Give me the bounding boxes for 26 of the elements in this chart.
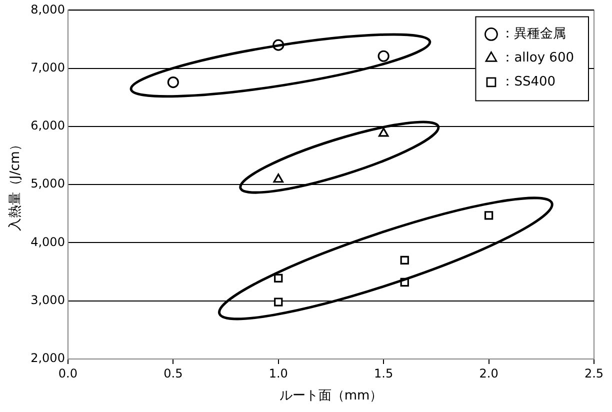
legend-label: ：異種金属 bbox=[501, 26, 566, 42]
point bbox=[167, 76, 179, 88]
point bbox=[484, 211, 494, 220]
point bbox=[400, 256, 409, 265]
y-axis-title: 入熱量（J/cm） bbox=[8, 138, 24, 232]
point bbox=[378, 50, 390, 62]
y-tick-label: 5,000 bbox=[30, 176, 65, 191]
x-tick-label: 0.0 bbox=[58, 366, 78, 380]
x-tick-label: 2.5 bbox=[584, 366, 604, 380]
point bbox=[274, 274, 283, 283]
legend-label: ：SS400 bbox=[501, 74, 556, 90]
y-tick-label: 2,000 bbox=[30, 351, 65, 366]
y-tick-label: 7,000 bbox=[30, 60, 65, 74]
point bbox=[378, 128, 389, 137]
x-tick-label: 2.0 bbox=[479, 366, 498, 380]
y-tick-label: 8,000 bbox=[30, 2, 65, 16]
x-tick-label: 1.0 bbox=[268, 366, 288, 380]
x-axis-title: ルート面（mm） bbox=[279, 388, 383, 404]
y-tick-label: 4,000 bbox=[30, 234, 65, 249]
x-tick-label: 1.5 bbox=[374, 366, 394, 380]
y-tick-label: 3,000 bbox=[30, 292, 65, 307]
x-tick-label: 0.5 bbox=[164, 366, 183, 380]
y-tick-label: 6,000 bbox=[30, 118, 65, 133]
point bbox=[274, 298, 283, 306]
point bbox=[273, 174, 284, 183]
legend-label: ：alloy 600 bbox=[501, 50, 574, 66]
